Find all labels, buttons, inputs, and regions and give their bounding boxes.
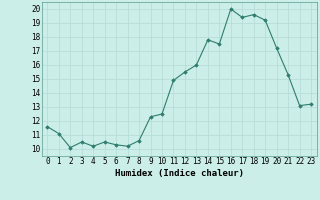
X-axis label: Humidex (Indice chaleur): Humidex (Indice chaleur) <box>115 169 244 178</box>
